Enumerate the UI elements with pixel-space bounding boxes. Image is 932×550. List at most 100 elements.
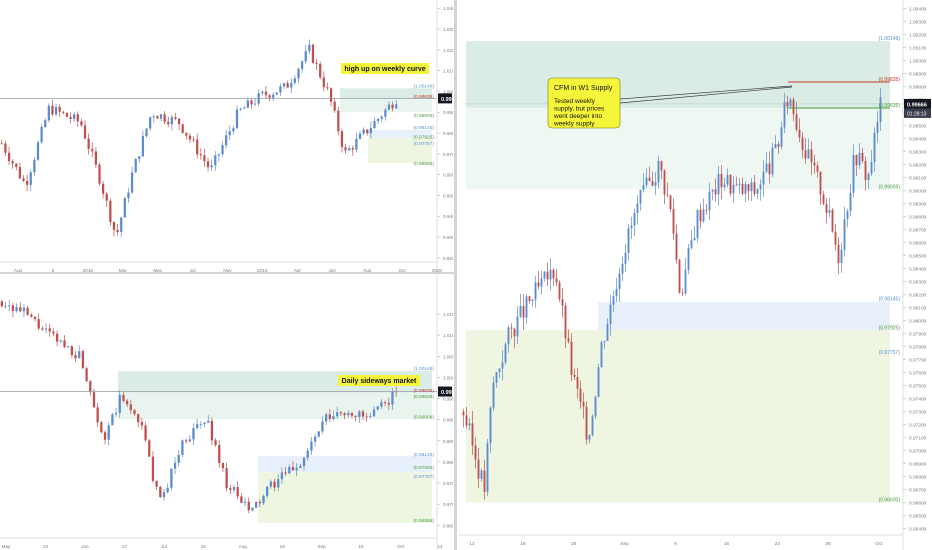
candle-body (177, 454, 180, 463)
candle-body (513, 328, 516, 337)
candle-body (376, 118, 380, 122)
zone-price-label: (0.98145) (879, 297, 901, 303)
candle-body (492, 382, 495, 408)
candle-body (336, 412, 339, 417)
price-axis-label: 0.98500 (909, 254, 927, 260)
price-axis-label: 0.97600 (909, 371, 927, 377)
candle-body (109, 200, 112, 223)
candle-body (717, 173, 720, 195)
candle-body (699, 209, 702, 222)
weekly-chart-panel[interactable]: (1.00149) (0.99635) (0.99009) (0.98145) (0.9… (0, 0, 453, 272)
price-axis-label: 0.98200 (909, 293, 927, 299)
price-axis-label: 0.97900 (909, 332, 927, 338)
candle-body (225, 135, 228, 146)
candle-body (232, 128, 235, 132)
candle-body (89, 381, 92, 393)
candle-body (123, 198, 126, 218)
candle-body (618, 273, 621, 289)
candle-body (8, 305, 11, 307)
candle-body (474, 445, 477, 460)
candle-body (174, 117, 177, 119)
candle-body (210, 165, 213, 168)
candle-body (609, 304, 612, 325)
candle-body (41, 328, 44, 330)
candle-body (137, 413, 140, 423)
candle-body (73, 114, 76, 119)
daily-chart[interactable]: (1.00149) (0.99635)(0.99635) (0.99009) (0.9… (0, 274, 453, 550)
candle-body (337, 110, 340, 132)
candle-body (151, 456, 155, 481)
candle-body (122, 394, 125, 401)
panel-divider-horizontal[interactable] (0, 272, 454, 274)
candle-body (51, 105, 54, 115)
candle-body (251, 507, 254, 511)
candle-body (687, 247, 690, 270)
candle-body (36, 142, 40, 160)
candle-body (299, 465, 302, 468)
candle-body (163, 114, 166, 122)
candle-body (290, 82, 293, 88)
candle-body (247, 501, 250, 511)
candle-body (277, 479, 280, 488)
time-axis-label: 19 (520, 541, 526, 547)
daily-annotation-bg (338, 375, 420, 386)
time-axis-label: 2018 (83, 268, 94, 272)
zone-price-label: (0.97757) (413, 474, 434, 480)
price-axis-label: 1.02000 (443, 48, 453, 53)
zone-price-label: (1.00149) (413, 83, 434, 89)
daily-chart-panel[interactable]: (1.00149) (0.99635) (0.99635) (0.99009) (0.9… (0, 274, 453, 550)
candle-body (804, 150, 807, 159)
price-axis-label: 0.96000 (443, 173, 453, 178)
candle-body (306, 450, 309, 458)
candle-body (525, 296, 528, 318)
callout-body-line: Tested weekly (554, 98, 596, 105)
candle-body (177, 118, 181, 125)
time-axis-label: Aug (363, 268, 372, 272)
candle-body (567, 338, 570, 342)
callout-body-line: supply, but prices (554, 106, 605, 113)
candle-body (483, 470, 486, 492)
price-axis-label: 0.97500 (443, 481, 453, 486)
price-axis-label: 0.96500 (443, 523, 453, 528)
weekly-chart[interactable]: (1.00149) (0.99635) (0.99009) (0.98145) (0.9… (0, 0, 453, 272)
daily-annotation-text: Daily sideways market (342, 378, 417, 385)
zone-price-label: (0.98145) (413, 452, 434, 458)
candle-body (732, 184, 735, 194)
candle-body (348, 148, 351, 151)
candle-body (214, 440, 217, 446)
candle-body (7, 152, 11, 162)
price-axis-label: 1.00500 (443, 354, 453, 359)
time-axis-label: 9 (674, 541, 677, 547)
candle-body (846, 211, 849, 220)
candle-body (759, 184, 762, 190)
candle-body (612, 296, 615, 305)
candle-body (232, 487, 236, 491)
candle-body (543, 271, 546, 279)
panel-divider-vertical[interactable] (454, 0, 457, 550)
zone-price-label: (1.00149) (879, 36, 901, 42)
candle-body (696, 209, 699, 238)
candle-body (76, 114, 79, 122)
candle-body (873, 132, 876, 163)
candle-body (138, 156, 141, 159)
price-axis-label: 1.00000 (443, 375, 453, 380)
price-axis-label: 0.96800 (909, 475, 927, 481)
candle-body (33, 316, 37, 320)
candle-body (636, 203, 639, 213)
zone-price-label: (0.96558) (413, 518, 434, 524)
time-axis-label: Apr (294, 268, 302, 272)
h4-chart-panel[interactable]: (1.00149) (0.99835) (0.99635) (0.99009) (0.9… (458, 0, 932, 550)
h4-chart[interactable]: (1.00149) (0.99835) (0.99635) (0.99009) (0.9… (458, 0, 932, 550)
candle-body (666, 194, 669, 196)
candle-body (262, 495, 265, 504)
price-axis-label: 0.98000 (909, 319, 927, 325)
price-axis-label: 0.97200 (909, 423, 927, 429)
price-axis-label: 0.99200 (909, 163, 927, 169)
candle-body (87, 138, 90, 149)
candle-body (462, 411, 465, 416)
candle-body (324, 414, 328, 422)
candle-body (843, 219, 846, 250)
candle-body (660, 160, 663, 171)
candle-body (120, 217, 123, 232)
